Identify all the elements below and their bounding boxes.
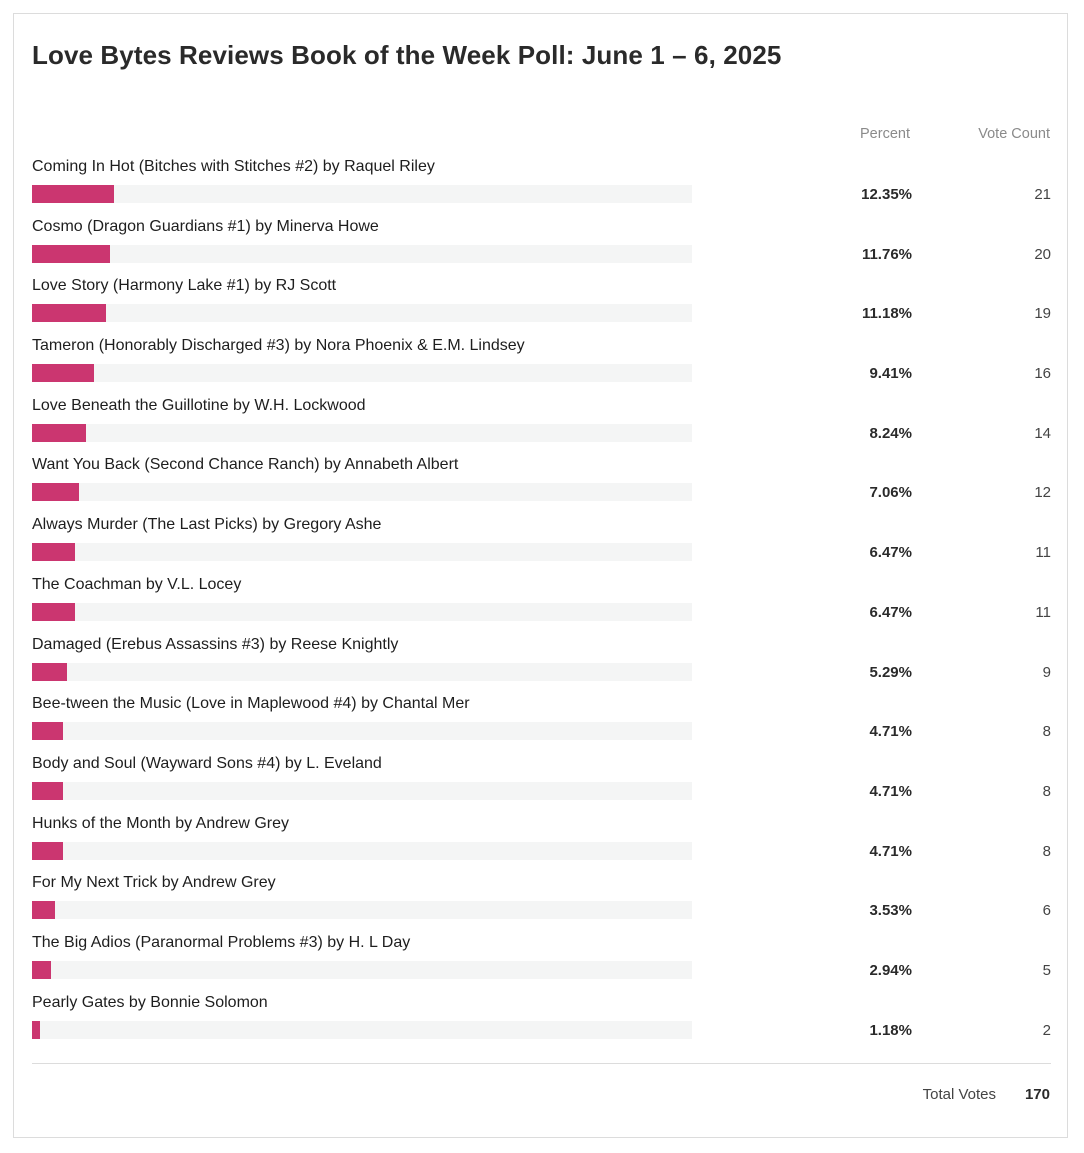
poll-result-row: Coming In Hot (Bitches with Stitches #2)…	[32, 153, 1051, 213]
result-vote-count: 11	[1035, 603, 1051, 621]
result-percent: 6.47%	[869, 603, 912, 621]
result-bar-track	[32, 960, 692, 979]
result-percent: 2.94%	[869, 961, 912, 979]
result-bar-track	[32, 901, 692, 920]
poll-result-row: Cosmo (Dragon Guardians #1) by Minerva H…	[32, 213, 1051, 273]
result-bar	[32, 722, 64, 741]
result-percent: 4.71%	[869, 723, 912, 741]
result-vote-count: 21	[1034, 186, 1051, 203]
result-bar	[32, 483, 79, 502]
result-bar-track	[32, 483, 692, 502]
poll-result-row: Love Story (Harmony Lake #1) by RJ Scott…	[32, 272, 1051, 332]
result-bar-track	[32, 423, 692, 442]
result-bar	[32, 662, 67, 681]
result-label: Always Murder (The Last Picks) by Gregor…	[32, 516, 382, 534]
result-vote-count: 16	[1034, 365, 1051, 383]
poll-result-row: The Coachman by V.L. Locey 6.47% 11	[32, 571, 1051, 631]
result-label: Pearly Gates by Bonnie Solomon	[32, 993, 268, 1011]
result-bar-track	[32, 781, 692, 800]
poll-result-row: Bee-tween the Music (Love in Maplewood #…	[32, 690, 1051, 750]
result-bar-track	[32, 1020, 692, 1039]
result-vote-count: 9	[1042, 663, 1051, 681]
result-bar-track	[32, 304, 692, 323]
result-percent: 4.71%	[869, 782, 912, 800]
result-label: Bee-tween the Music (Love in Maplewood #…	[32, 695, 470, 713]
result-vote-count: 2	[1042, 1021, 1051, 1039]
result-bar	[32, 960, 52, 979]
vote-count-column-header: Vote Count	[978, 126, 1050, 142]
result-bar	[32, 185, 114, 203]
total-votes-value: 170	[1024, 1086, 1050, 1103]
result-percent: 11.18%	[861, 305, 912, 323]
poll-result-row: Always Murder (The Last Picks) by Gregor…	[32, 511, 1051, 571]
result-percent: 12.35%	[861, 186, 912, 203]
result-bar	[32, 781, 64, 800]
result-bar-track	[32, 841, 692, 860]
result-label: The Big Adios (Paranormal Problems #3) b…	[32, 933, 411, 951]
poll-result-row: Want You Back (Second Chance Ranch) by A…	[32, 451, 1051, 511]
result-label: Damaged (Erebus Assassins #3) by Reese K…	[32, 635, 399, 653]
result-bar	[32, 423, 87, 442]
result-bar	[32, 1020, 40, 1039]
result-bar-track	[32, 364, 692, 383]
result-bar-track	[32, 722, 692, 741]
result-vote-count: 6	[1042, 902, 1051, 920]
result-bar	[32, 602, 75, 621]
result-label: Hunks of the Month by Andrew Grey	[32, 814, 290, 832]
result-label: Want You Back (Second Chance Ranch) by A…	[32, 456, 459, 474]
result-label: The Coachman by V.L. Locey	[32, 575, 242, 593]
result-bar	[32, 244, 110, 263]
result-label: Love Story (Harmony Lake #1) by RJ Scott	[32, 277, 337, 295]
results-divider	[32, 1063, 1051, 1064]
poll-result-row: Hunks of the Month by Andrew Grey 4.71% 8	[32, 810, 1051, 870]
result-vote-count: 12	[1034, 484, 1051, 502]
poll-result-row: The Big Adios (Paranormal Problems #3) b…	[32, 929, 1051, 989]
result-bar-track	[32, 543, 692, 562]
result-percent: 5.29%	[869, 663, 912, 681]
poll-result-row: Tameron (Honorably Discharged #3) by Nor…	[32, 332, 1051, 392]
result-label: Love Beneath the Guillotine by W.H. Lock…	[32, 396, 366, 414]
result-bar-track	[32, 602, 692, 621]
result-percent: 1.18%	[869, 1021, 912, 1039]
result-percent: 3.53%	[869, 902, 912, 920]
result-vote-count: 5	[1042, 961, 1051, 979]
result-bar-track	[32, 185, 692, 203]
percent-column-header: Percent	[860, 126, 910, 142]
result-vote-count: 14	[1034, 424, 1051, 442]
result-label: Coming In Hot (Bitches with Stitches #2)…	[32, 158, 435, 175]
result-bar-track	[32, 662, 692, 681]
result-vote-count: 8	[1042, 842, 1051, 860]
result-vote-count: 8	[1042, 723, 1051, 741]
total-votes-label: Total Votes	[922, 1086, 996, 1103]
result-vote-count: 8	[1042, 782, 1051, 800]
result-vote-count: 20	[1034, 245, 1051, 263]
result-percent: 8.24%	[869, 424, 912, 442]
result-bar	[32, 543, 75, 562]
result-vote-count: 19	[1034, 305, 1051, 323]
result-label: Cosmo (Dragon Guardians #1) by Minerva H…	[32, 217, 379, 235]
poll-result-row: Love Beneath the Guillotine by W.H. Lock…	[32, 392, 1051, 452]
result-label: Body and Soul (Wayward Sons #4) by L. Ev…	[32, 754, 382, 772]
poll-title: Love Bytes Reviews Book of the Week Poll…	[32, 40, 782, 70]
result-percent: 6.47%	[869, 544, 912, 562]
poll-result-row: Pearly Gates by Bonnie Solomon 1.18% 2	[32, 989, 1051, 1049]
result-percent: 9.41%	[869, 365, 912, 383]
result-percent: 7.06%	[869, 484, 912, 502]
result-bar	[32, 364, 95, 383]
result-label: Tameron (Honorably Discharged #3) by Nor…	[32, 337, 525, 355]
poll-card: Love Bytes Reviews Book of the Week Poll…	[13, 13, 1068, 1138]
result-percent: 4.71%	[869, 842, 912, 860]
result-vote-count: 11	[1035, 544, 1051, 562]
result-bar	[32, 841, 64, 860]
result-label: For My Next Trick by Andrew Grey	[32, 874, 276, 892]
result-bar	[32, 304, 106, 323]
poll-result-row: Body and Soul (Wayward Sons #4) by L. Ev…	[32, 750, 1051, 810]
result-percent: 11.76%	[861, 245, 912, 263]
result-bar	[32, 901, 56, 920]
poll-results-list: Coming In Hot (Bitches with Stitches #2)…	[32, 153, 1051, 1048]
poll-result-row: Damaged (Erebus Assassins #3) by Reese K…	[32, 631, 1051, 691]
result-bar-track	[32, 244, 692, 263]
poll-result-row: For My Next Trick by Andrew Grey 3.53% 6	[32, 869, 1051, 929]
